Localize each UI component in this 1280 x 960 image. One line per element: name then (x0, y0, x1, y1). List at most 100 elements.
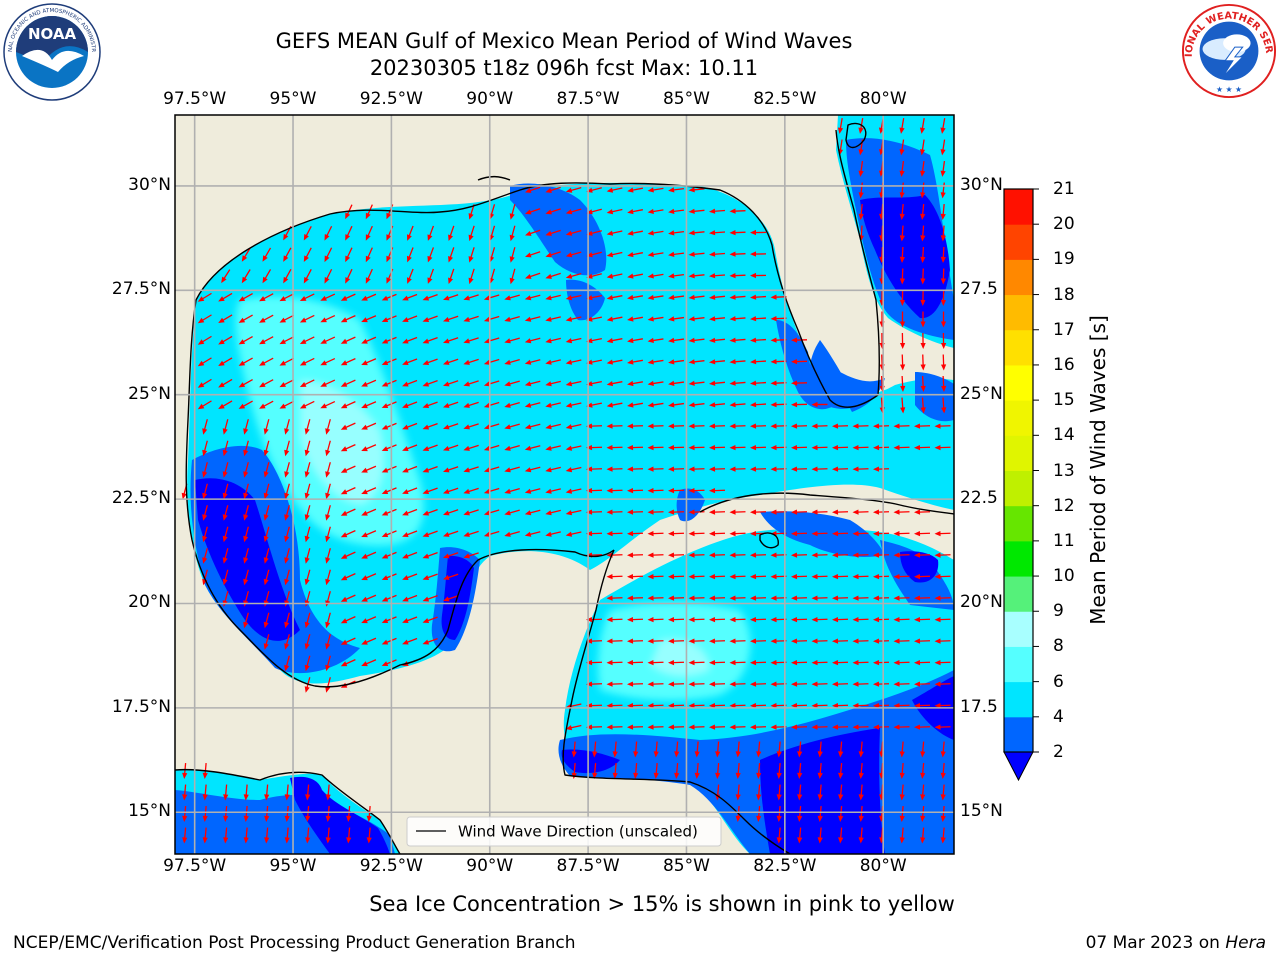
wind-arrow (688, 359, 705, 365)
x-tick-bottom-1: 95°W (269, 856, 317, 876)
wind-arrow (899, 741, 905, 758)
wind-arrow (241, 247, 251, 262)
wind-arrow (299, 336, 315, 344)
wind-arrow (468, 225, 475, 242)
wind-arrow (483, 487, 500, 494)
wind-arrow (688, 574, 705, 580)
wind-arrow (688, 337, 705, 343)
wind-arrow (688, 724, 705, 730)
wind-arrow (791, 552, 808, 558)
wind-arrow (838, 827, 844, 844)
wind-arrow (627, 552, 644, 558)
wind-arrow (735, 784, 741, 801)
wind-arrow (381, 616, 397, 623)
wind-arrow (817, 827, 823, 844)
wind-arrow (899, 762, 905, 779)
wind-arrow (832, 552, 849, 558)
wind-arrow (776, 784, 782, 801)
wind-arrow (858, 741, 864, 758)
wind-arrow (791, 724, 808, 730)
colorbar-segment-8 (1004, 435, 1033, 471)
wind-arrow (243, 612, 249, 629)
wind-arrow (668, 402, 685, 408)
wind-arrow (791, 337, 808, 343)
wind-arrow (443, 401, 459, 408)
wind-arrow (361, 487, 377, 495)
wind-arrow (243, 483, 249, 500)
wind-arrow (448, 247, 455, 263)
wind-arrow (402, 594, 418, 602)
credit-text: NCEP/EMC/Verification Post Processing Pr… (13, 933, 576, 953)
wind-arrow (832, 595, 849, 601)
wind-arrow (361, 616, 377, 624)
wind-arrow (263, 505, 270, 521)
x-tick-bottom-2: 92.5°W (359, 856, 423, 876)
wind-arrow (647, 273, 664, 279)
wind-arrow (284, 505, 290, 521)
wind-arrow (668, 552, 685, 558)
wind-arrow (709, 466, 726, 472)
wind-arrow (893, 531, 910, 537)
wind-arrow (832, 660, 849, 666)
wind-arrow (586, 445, 603, 451)
wind-arrow (592, 762, 598, 779)
wind-arrow (811, 509, 828, 515)
wind-arrow (202, 526, 208, 543)
wind-arrow (202, 762, 208, 779)
wind-arrow (427, 225, 435, 241)
wind-arrow (422, 294, 438, 301)
wind-arrow (264, 827, 270, 844)
wind-arrow (222, 569, 229, 586)
wind-arrow (483, 337, 500, 344)
wind-arrow (243, 548, 249, 564)
wind-arrow (509, 204, 516, 220)
wind-arrow (402, 422, 418, 430)
wind-arrow (422, 638, 438, 645)
wind-arrow (899, 827, 905, 844)
wind-arrow (305, 784, 311, 801)
wind-arrow (791, 380, 808, 386)
wind-arrow (504, 294, 520, 301)
wind-arrow (381, 293, 397, 301)
wind-arrow (627, 509, 644, 515)
wind-arrow (325, 483, 331, 500)
wind-arrow (586, 509, 603, 515)
colorbar-tick-6: 11 (1053, 530, 1075, 551)
wind-arrow (422, 595, 438, 602)
wind-arrow (735, 762, 741, 779)
wind-arrow (627, 617, 644, 623)
wind-arrow (263, 634, 270, 650)
wind-arrow (202, 505, 208, 521)
wind-arrow (688, 380, 705, 386)
wind-arrow (900, 354, 906, 371)
wind-arrow (443, 552, 459, 559)
wind-arrow (791, 617, 808, 623)
wind-arrow (361, 401, 377, 409)
wind-arrow (873, 703, 890, 709)
wind-arrow (202, 483, 208, 500)
wind-arrow (304, 569, 311, 586)
colorbar-segment-1 (1004, 681, 1033, 718)
y-tick-right-0: 30°N (960, 174, 1003, 195)
wind-arrow (525, 208, 541, 215)
wind-arrow (729, 617, 746, 623)
wind-arrow (817, 741, 823, 758)
wind-arrow (361, 594, 377, 602)
wind-arrow (407, 225, 414, 241)
wind-arrow (627, 187, 643, 193)
y-tick-left-6: 15°N (128, 801, 171, 822)
wind-arrow (222, 462, 229, 478)
wind-arrow (606, 381, 623, 387)
wind-arrow (920, 139, 926, 156)
wind-arrow (688, 703, 705, 709)
wind-arrow (899, 268, 905, 285)
colorbar-segment-11 (1004, 329, 1033, 366)
wind-arrow (920, 268, 926, 285)
wind-arrow (647, 681, 664, 687)
wind-arrow (238, 293, 253, 302)
sea-ice-caption: Sea Ice Concentration > 15% is shown in … (369, 892, 955, 916)
wind-arrow (443, 530, 459, 537)
wind-arrow (443, 337, 459, 344)
wind-arrow (797, 741, 803, 758)
colorbar-extend-low (1003, 751, 1034, 782)
